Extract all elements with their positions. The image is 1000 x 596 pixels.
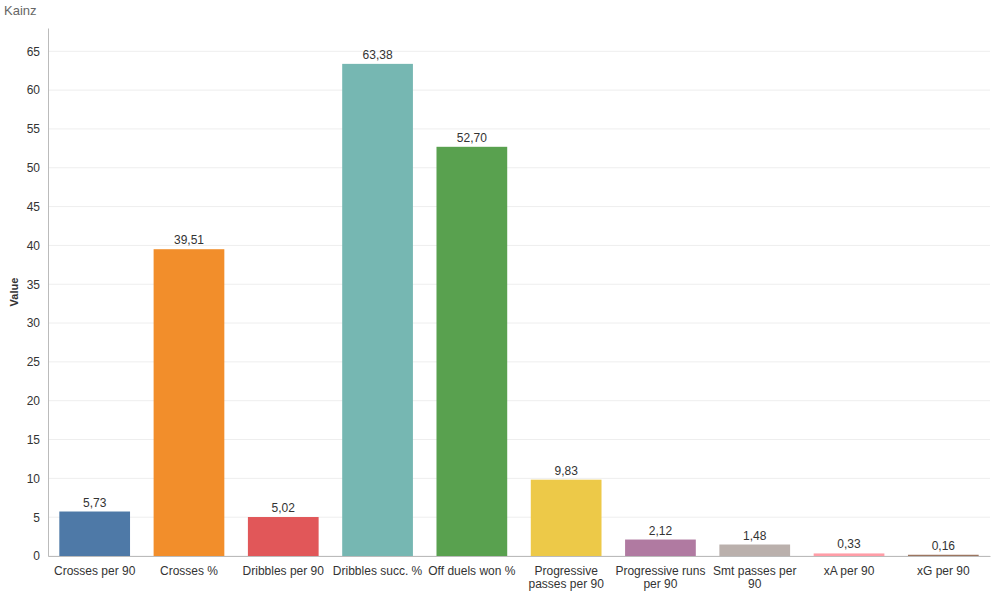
- x-tick-label: xA per 90: [824, 564, 875, 578]
- x-tick: xA per 90: [824, 556, 875, 578]
- data-label: 0,16: [932, 539, 956, 553]
- y-tick: 20: [27, 394, 48, 408]
- bar: [154, 249, 225, 556]
- y-tick-label: 20: [27, 394, 41, 408]
- y-tick-label: 60: [27, 83, 41, 97]
- x-tick: Progressive runsper 90: [615, 556, 705, 591]
- x-tick-label: Crosses %: [160, 564, 218, 578]
- x-tick: Progressivepasses per 90: [528, 556, 604, 591]
- y-tick: 15: [27, 433, 48, 447]
- x-tick-label: xG per 90: [917, 564, 970, 578]
- y-tick-label: 35: [27, 278, 41, 292]
- x-tick: Smt passes per90: [713, 556, 796, 591]
- data-label: 9,83: [554, 464, 578, 478]
- y-tick: 30: [27, 316, 48, 330]
- data-label: 1,48: [743, 529, 767, 543]
- x-tick: Off duels won %: [428, 556, 515, 578]
- y-tick-label: 65: [27, 45, 41, 59]
- y-tick-label: 10: [27, 472, 41, 486]
- grid-line: [48, 51, 990, 52]
- y-tick-label: 5: [33, 511, 40, 525]
- x-tick: Crosses per 90: [54, 556, 136, 578]
- data-label: 2,12: [649, 524, 673, 538]
- data-labels: 5,73 39,51 5,02 63,38 52,70 9,83 2,12 1,48 0,33 0…: [83, 48, 955, 553]
- bar: [719, 545, 790, 556]
- data-label: 63,38: [363, 48, 393, 62]
- x-axis-line: [49, 556, 991, 557]
- y-tick: 35: [27, 278, 48, 292]
- bar: [625, 540, 696, 556]
- bar: [436, 147, 507, 556]
- x-tick: Dribbles per 90: [243, 556, 325, 578]
- x-tick-label: Dribbles succ. %: [333, 564, 423, 578]
- y-tick-label: 25: [27, 355, 41, 369]
- y-tick-label: 40: [27, 239, 41, 253]
- y-axis-line: [48, 29, 49, 557]
- grid-line: [48, 90, 990, 91]
- y-tick-label: 0: [33, 549, 40, 563]
- y-tick: 50: [27, 161, 48, 175]
- data-label: 39,51: [174, 233, 204, 247]
- y-tick-label: 45: [27, 200, 41, 214]
- chart: Kainz Value 0 5 10 15 20 25 30 35 40 45 50 55 60 65 5,73…: [0, 0, 1000, 596]
- y-tick: 40: [27, 239, 48, 253]
- x-tick: xG per 90: [917, 556, 970, 578]
- x-tick-label: Crosses per 90: [54, 564, 136, 578]
- bar: [531, 480, 602, 556]
- y-axis: 0 5 10 15 20 25 30 35 40 45 50 55 60 65: [27, 29, 49, 564]
- grid-line: [48, 167, 990, 168]
- grid: [48, 51, 990, 556]
- y-tick: 55: [27, 122, 48, 136]
- y-tick: 25: [27, 355, 48, 369]
- x-tick: Dribbles succ. %: [333, 556, 423, 578]
- y-tick: 45: [27, 200, 48, 214]
- y-axis-title: Value: [8, 278, 20, 307]
- y-tick-label: 50: [27, 161, 41, 175]
- x-tick-label: Smt passes per90: [713, 564, 796, 592]
- bar: [814, 553, 885, 556]
- x-tick-label: Progressive runsper 90: [615, 564, 705, 592]
- y-tick: 5: [33, 511, 48, 525]
- data-label: 52,70: [457, 131, 487, 145]
- grid-line: [48, 128, 990, 129]
- x-axis: Crosses per 90 Crosses % Dribbles per 90 Dr…: [49, 556, 991, 591]
- y-tick: 65: [27, 45, 48, 59]
- data-label: 5,02: [272, 501, 296, 515]
- x-tick-label: Progressivepasses per 90: [528, 564, 604, 592]
- x-tick-label: Off duels won %: [428, 564, 515, 578]
- plot: 0 5 10 15 20 25 30 35 40 45 50 55 60 65 5,73 39,51 5,02 6…: [27, 29, 991, 592]
- bars: [59, 64, 978, 556]
- bar: [59, 512, 130, 556]
- bar: [342, 64, 413, 556]
- x-tick: Crosses %: [160, 556, 218, 578]
- bar: [248, 517, 319, 556]
- y-tick: 10: [27, 472, 48, 486]
- data-label: 5,73: [83, 496, 107, 510]
- x-tick-label: Dribbles per 90: [243, 564, 325, 578]
- y-tick: 0: [33, 549, 48, 563]
- y-tick: 60: [27, 83, 48, 97]
- y-tick-label: 15: [27, 433, 41, 447]
- data-label: 0,33: [837, 537, 861, 551]
- grid-line: [48, 206, 990, 207]
- title: Kainz: [4, 3, 37, 18]
- bar: [908, 555, 979, 556]
- y-tick-label: 55: [27, 122, 41, 136]
- y-tick-label: 30: [27, 316, 41, 330]
